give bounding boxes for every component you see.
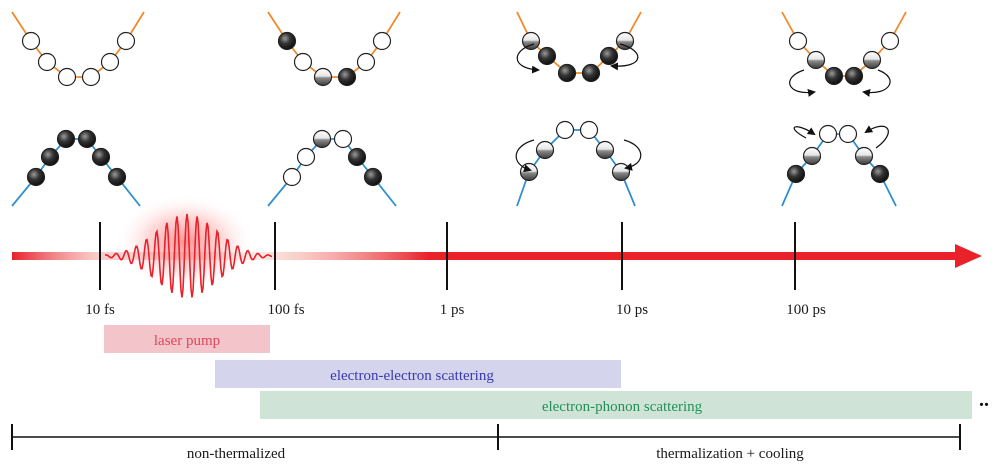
electron-state <box>788 31 808 51</box>
scattering-arrow <box>864 125 889 149</box>
electron-state <box>555 120 575 140</box>
conduction-band-2 <box>267 11 401 87</box>
electron-state <box>579 120 599 140</box>
electron-state <box>293 52 313 72</box>
electron-state <box>56 129 76 149</box>
electron-state <box>611 162 631 182</box>
process-label-electron-electron: electron-electron scattering <box>330 368 494 384</box>
electron-state <box>100 52 120 72</box>
electron-state <box>862 50 882 70</box>
electron-state <box>21 31 41 51</box>
time-axis-arrowhead <box>955 244 982 268</box>
scattering-arrow <box>610 43 639 71</box>
electron-state <box>356 52 376 72</box>
electron-state <box>282 167 302 187</box>
process-bar-electron-electron <box>215 360 621 388</box>
tick-label-10ps: 10 ps <box>616 302 648 318</box>
electron-state <box>581 63 601 83</box>
electron-state <box>26 167 46 187</box>
valence-band-2 <box>267 129 397 207</box>
electron-state <box>77 129 97 149</box>
process-label-electron-phonon: electron-phonon scattering <box>542 399 703 415</box>
electron-state <box>107 167 127 187</box>
tick-label-100ps: 100 ps <box>786 302 826 318</box>
electron-state <box>519 162 539 182</box>
laser-pulse <box>104 194 273 298</box>
electron-state <box>786 164 806 184</box>
electron-state <box>818 124 838 144</box>
valence-band-3 <box>516 120 636 207</box>
scattering-arrow <box>793 126 816 139</box>
process-bar-laser-pump <box>104 325 270 353</box>
electron-state <box>296 147 316 167</box>
electron-state <box>870 164 890 184</box>
conduction-band-3 <box>516 11 642 83</box>
electron-state <box>116 31 136 51</box>
electron-state <box>557 63 577 83</box>
conduction-band-4 <box>781 11 907 86</box>
electron-state <box>802 146 822 166</box>
electron-state <box>535 140 555 160</box>
electron-state <box>91 147 111 167</box>
process-bars: laser pump electron-electron scattering … <box>104 325 989 419</box>
laser-pulse-wave <box>104 213 273 298</box>
time-axis <box>12 244 982 268</box>
scattering-arrow <box>862 69 891 97</box>
electron-state <box>37 52 57 72</box>
regime-label-thermalization-cooling: thermalization + cooling <box>656 446 804 462</box>
valence-band-4 <box>781 124 897 207</box>
electron-state <box>595 140 615 160</box>
electron-state <box>40 147 60 167</box>
electron-state <box>838 124 858 144</box>
tick-label-10fs: 10 fs <box>85 302 115 318</box>
electron-state <box>880 31 900 51</box>
electron-state <box>363 167 383 187</box>
electron-state <box>57 67 77 87</box>
electron-state <box>312 129 332 149</box>
valence-band-1 <box>11 129 141 207</box>
conduction-band-1 <box>11 11 145 87</box>
electron-state <box>81 67 101 87</box>
process-label-laser-pump: laser pump <box>154 333 220 349</box>
regime-brackets: non-thermalized thermalization + cooling <box>11 424 961 462</box>
ellipsis: .. <box>979 389 989 411</box>
electron-state <box>806 50 826 70</box>
electron-state <box>313 67 333 87</box>
electron-state <box>537 46 557 66</box>
electron-state <box>599 46 619 66</box>
scattering-arrow <box>516 43 540 74</box>
band-structure-panels <box>11 11 907 207</box>
tick-label-1ps: 1 ps <box>440 302 465 318</box>
electron-state <box>844 66 864 86</box>
regime-label-non-thermalized: non-thermalized <box>187 446 286 462</box>
scattering-arrow <box>623 139 642 171</box>
process-bar-electron-phonon <box>260 391 972 419</box>
tick-label-100fs: 100 fs <box>267 302 304 318</box>
electron-state <box>824 66 844 86</box>
time-axis-shaft <box>12 252 960 260</box>
scattering-arrow <box>515 139 535 173</box>
electron-state <box>347 147 367 167</box>
electron-state <box>372 31 392 51</box>
time-ticks: 10 fs 100 fs 1 ps 10 ps 100 ps <box>85 222 826 318</box>
electron-state <box>854 146 874 166</box>
scattering-arrow <box>789 69 816 97</box>
electron-state <box>333 129 353 149</box>
electron-state <box>277 31 297 51</box>
electron-state <box>521 31 541 51</box>
electron-state <box>615 31 635 51</box>
electron-state <box>337 67 357 87</box>
